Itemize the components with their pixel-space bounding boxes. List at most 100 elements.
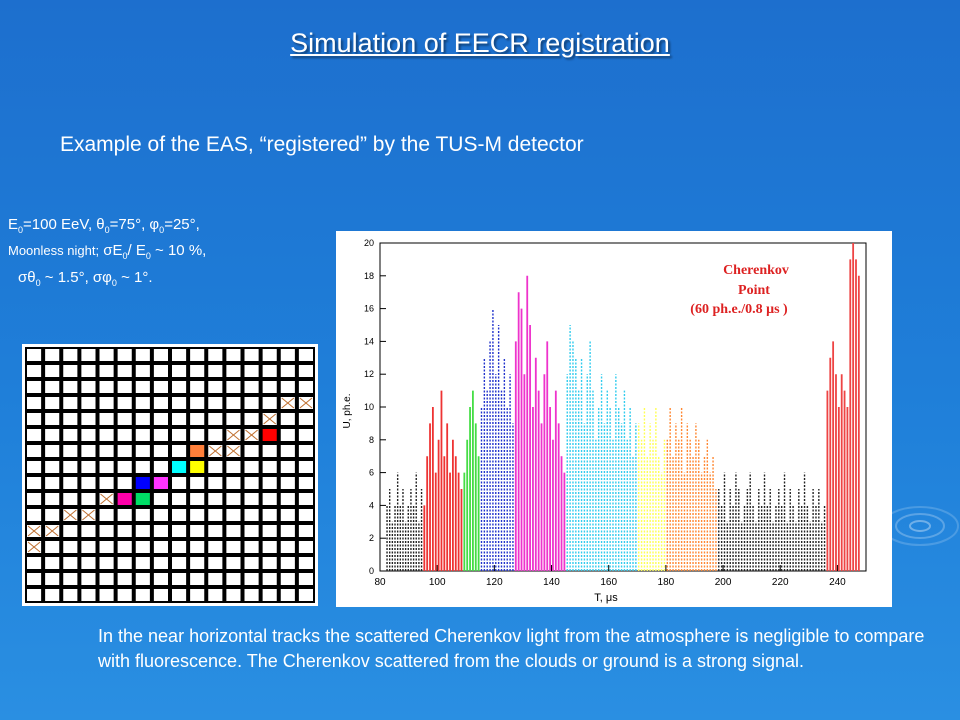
grid-pixel bbox=[81, 573, 96, 585]
grid-pixel bbox=[117, 413, 132, 425]
grid-pixel bbox=[172, 557, 187, 569]
grid-pixel bbox=[298, 589, 313, 601]
cherenkov-annotation: (60 ph.e./0.8 μs ) bbox=[690, 302, 788, 317]
grid-pixel bbox=[262, 349, 277, 361]
grid-pixel bbox=[226, 557, 241, 569]
grid-pixel bbox=[172, 477, 187, 489]
pixel-cross bbox=[245, 429, 258, 441]
grid-pixel bbox=[63, 541, 78, 553]
grid-pixel bbox=[190, 381, 205, 393]
grid-pixel bbox=[99, 573, 114, 585]
y-tick-label: 14 bbox=[364, 336, 374, 346]
grid-pixel bbox=[27, 557, 42, 569]
grid-pixel bbox=[135, 413, 150, 425]
grid-pixel bbox=[153, 493, 168, 505]
y-axis-label: U, ph.e. bbox=[342, 393, 353, 428]
grid-pixel bbox=[244, 397, 259, 409]
grid-pixel bbox=[45, 413, 60, 425]
pixel-cross bbox=[82, 509, 95, 521]
grid-pixel bbox=[280, 477, 295, 489]
grid-pixel bbox=[226, 477, 241, 489]
grid-pixel bbox=[280, 525, 295, 537]
grid-pixel bbox=[135, 365, 150, 377]
y-tick-label: 20 bbox=[364, 238, 374, 248]
grid-pixel bbox=[280, 365, 295, 377]
grid-pixel bbox=[81, 589, 96, 601]
grid-pixel bbox=[280, 557, 295, 569]
pixel-cross bbox=[281, 397, 295, 409]
grid-pixel bbox=[208, 429, 223, 441]
grid-pixel bbox=[280, 445, 295, 457]
grid-pixel bbox=[153, 541, 168, 553]
grid-pixel bbox=[172, 397, 187, 409]
grid-pixel bbox=[172, 509, 187, 521]
grid-pixel bbox=[27, 381, 42, 393]
grid-pixel bbox=[153, 445, 168, 457]
grid-pixel bbox=[153, 397, 168, 409]
grid-pixel bbox=[63, 573, 78, 585]
grid-pixel bbox=[99, 509, 114, 521]
grid-pixel bbox=[226, 365, 241, 377]
grid-pixel bbox=[262, 381, 277, 393]
shower-parameters: E0=100 EeV, θ0=75°, φ0=25°, Moonless nig… bbox=[8, 216, 206, 288]
grid-pixel bbox=[226, 381, 241, 393]
water-ripple-decoration bbox=[881, 506, 959, 546]
grid-pixel bbox=[135, 349, 150, 361]
grid-pixel bbox=[63, 525, 78, 537]
grid-pixel bbox=[208, 381, 223, 393]
grid-pixel bbox=[172, 381, 187, 393]
pixel-grid-svg bbox=[25, 347, 315, 603]
grid-pixel bbox=[153, 381, 168, 393]
x-tick-label: 200 bbox=[715, 577, 732, 588]
grid-pixel bbox=[226, 525, 241, 537]
grid-pixel bbox=[153, 509, 168, 521]
grid-pixel bbox=[244, 461, 259, 473]
grid-pixel bbox=[244, 349, 259, 361]
grid-pixel bbox=[172, 445, 187, 457]
grid-pixel bbox=[298, 525, 313, 537]
grid-pixel bbox=[45, 397, 60, 409]
grid-pixel bbox=[190, 429, 205, 441]
grid-pixel bbox=[244, 413, 259, 425]
grid-pixel bbox=[45, 429, 60, 441]
detector-pixel-grid bbox=[22, 344, 318, 606]
grid-pixel bbox=[190, 557, 205, 569]
grid-pixel bbox=[208, 573, 223, 585]
grid-pixel bbox=[81, 461, 96, 473]
pixel-cross bbox=[208, 445, 222, 457]
grid-pixel bbox=[244, 493, 259, 505]
grid-pixel bbox=[262, 525, 277, 537]
grid-pixel bbox=[262, 573, 277, 585]
pixel-cross bbox=[45, 525, 59, 537]
grid-pixel bbox=[244, 525, 259, 537]
grid-pixel bbox=[45, 509, 60, 521]
grid-pixel bbox=[208, 477, 223, 489]
grid-pixel bbox=[99, 525, 114, 537]
grid-pixel bbox=[208, 557, 223, 569]
grid-pixel bbox=[208, 413, 223, 425]
grid-pixel bbox=[190, 445, 205, 457]
grid-pixel bbox=[45, 477, 60, 489]
grid-pixel bbox=[153, 365, 168, 377]
grid-pixel bbox=[226, 509, 241, 521]
grid-pixel bbox=[117, 381, 132, 393]
grid-pixel bbox=[153, 573, 168, 585]
grid-pixel bbox=[99, 365, 114, 377]
y-tick-label: 18 bbox=[364, 271, 374, 281]
grid-pixel bbox=[99, 589, 114, 601]
grid-pixel bbox=[280, 509, 295, 521]
grid-pixel bbox=[27, 445, 42, 457]
grid-pixel bbox=[226, 589, 241, 601]
grid-pixel bbox=[172, 541, 187, 553]
grid-pixel bbox=[63, 477, 78, 489]
grid-pixel bbox=[244, 381, 259, 393]
grid-pixel bbox=[63, 429, 78, 441]
grid-pixel bbox=[280, 573, 295, 585]
grid-pixel bbox=[172, 461, 187, 473]
parameters-line-2: Moonless night; σE0/ E0 ~ 10 %, bbox=[8, 242, 207, 261]
grid-pixel bbox=[172, 413, 187, 425]
grid-pixel bbox=[298, 445, 313, 457]
grid-pixel bbox=[190, 413, 205, 425]
grid-pixel bbox=[63, 589, 78, 601]
y-tick-label: 6 bbox=[369, 468, 374, 478]
